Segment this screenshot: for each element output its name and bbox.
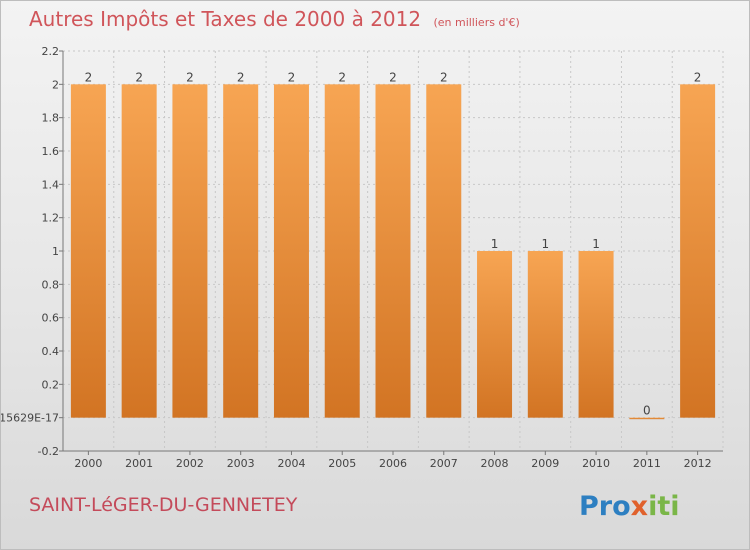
x-tick-label: 2007 bbox=[430, 457, 458, 470]
data-label: 2 bbox=[186, 70, 194, 84]
chart-title: Autres Impôts et Taxes de 2000 à 2012 (e… bbox=[29, 7, 520, 31]
x-tick-label: 2004 bbox=[277, 457, 305, 470]
bar bbox=[578, 251, 614, 418]
x-tick-label: 2009 bbox=[531, 457, 559, 470]
axes bbox=[59, 50, 723, 455]
data-label: 0 bbox=[643, 404, 651, 418]
logo-part-2: x bbox=[630, 491, 649, 522]
bar bbox=[324, 84, 360, 418]
y-tick-label: 1.8 bbox=[42, 112, 60, 125]
y-tick-label: 0.6 bbox=[42, 312, 60, 325]
x-tick-label: 2001 bbox=[125, 457, 153, 470]
x-tick-label: 2008 bbox=[481, 457, 509, 470]
x-tick-label: 2002 bbox=[176, 457, 204, 470]
data-label: 2 bbox=[440, 70, 448, 84]
y-tick-label: 1.4 bbox=[42, 178, 60, 191]
bar bbox=[477, 251, 513, 418]
bar bbox=[223, 84, 259, 418]
proxiti-logo: Proxiti bbox=[579, 491, 680, 522]
y-tick-label: 1.2 bbox=[42, 212, 60, 225]
bar bbox=[680, 84, 716, 418]
x-tick-label: 2000 bbox=[74, 457, 102, 470]
y-tick-label: 0.4 bbox=[42, 345, 60, 358]
data-label: 2 bbox=[85, 70, 93, 84]
commune-name: SAINT-LéGER-DU-GENNETEY bbox=[29, 494, 298, 516]
y-tick-label: 1 bbox=[52, 245, 59, 258]
bars bbox=[70, 84, 716, 420]
x-tick-label: 2010 bbox=[582, 457, 610, 470]
labels: -0.2 -1.15629E-17 0.2 0.4 0.6 0.8 1 1.2 1.4 1.6 1.… bbox=[1, 45, 712, 470]
bar bbox=[273, 84, 309, 418]
x-tick-label: 2011 bbox=[633, 457, 661, 470]
logo-part-1: Pro bbox=[579, 491, 631, 522]
y-tick-label: -0.2 bbox=[38, 445, 59, 458]
bar bbox=[527, 251, 563, 418]
x-tick-label: 2005 bbox=[328, 457, 356, 470]
y-tick-label: 2 bbox=[52, 78, 59, 91]
y-tick-label: 0.2 bbox=[42, 378, 60, 391]
data-label: 1 bbox=[541, 237, 549, 251]
data-label: 2 bbox=[338, 70, 346, 84]
data-label: 2 bbox=[237, 70, 245, 84]
bar bbox=[375, 84, 411, 418]
bar bbox=[121, 84, 157, 418]
x-tick-label: 2006 bbox=[379, 457, 407, 470]
chart-subtitle: (en milliers d'€) bbox=[433, 16, 520, 29]
bar bbox=[172, 84, 208, 418]
data-label: 1 bbox=[592, 237, 600, 251]
data-label: 2 bbox=[389, 70, 397, 84]
bar bbox=[70, 84, 106, 418]
y-tick-label: 2.2 bbox=[42, 45, 60, 58]
x-tick-label: 2003 bbox=[227, 457, 255, 470]
data-label: 2 bbox=[288, 70, 296, 84]
data-label: 1 bbox=[491, 237, 499, 251]
data-label: 2 bbox=[135, 70, 143, 84]
chart-title-text: Autres Impôts et Taxes de 2000 à 2012 bbox=[29, 7, 422, 31]
data-label: 2 bbox=[694, 70, 702, 84]
x-tick-label: 2012 bbox=[684, 457, 712, 470]
y-tick-label: -1.15629E-17 bbox=[1, 412, 59, 425]
bar bbox=[426, 84, 462, 418]
bar bbox=[629, 417, 665, 420]
logo-part-3: iti bbox=[648, 491, 680, 522]
y-tick-label: 0.8 bbox=[42, 278, 60, 291]
y-tick-label: 1.6 bbox=[42, 145, 60, 158]
